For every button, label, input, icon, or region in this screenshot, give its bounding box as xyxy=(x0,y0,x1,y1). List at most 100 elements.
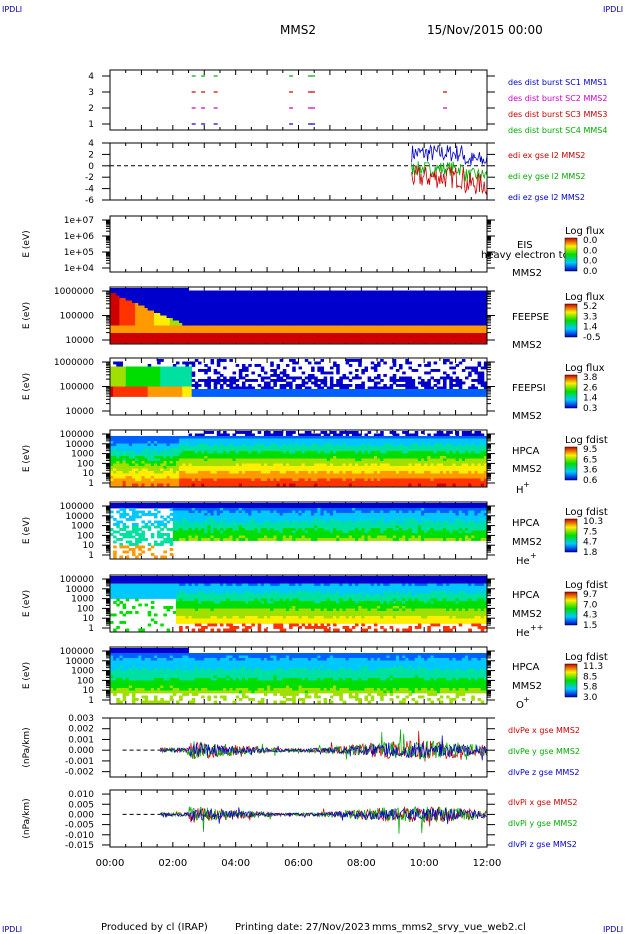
spectrogram-cell xyxy=(248,323,252,326)
spectrogram-cell xyxy=(449,328,453,331)
spectrogram-cell xyxy=(292,290,296,294)
spectrogram-cell xyxy=(188,320,193,324)
spectrogram-cell xyxy=(461,315,466,319)
spectrogram-cell xyxy=(342,293,347,296)
spectrogram-cell xyxy=(223,325,227,329)
spectrogram-cell xyxy=(455,293,460,296)
spectrogram-cell xyxy=(458,318,463,321)
spectrogram-cell xyxy=(119,463,123,467)
spectrogram-cell xyxy=(436,391,441,395)
spectrogram-cell xyxy=(144,318,149,321)
spectrogram-cell xyxy=(122,293,127,296)
spectrogram-cell xyxy=(452,323,456,326)
spectrogram-cell xyxy=(386,389,391,392)
spectrogram-cell xyxy=(358,376,362,380)
spectrogram-cell xyxy=(122,438,127,442)
spectrogram-cell xyxy=(326,293,331,296)
spectrogram-cell xyxy=(320,318,325,321)
spectrogram-cell xyxy=(213,463,218,467)
spectrogram-cell xyxy=(197,483,202,487)
spectrogram-cell xyxy=(370,313,375,316)
spectrogram-cell xyxy=(113,451,117,454)
spectrogram-cell xyxy=(197,438,202,442)
spectrogram-cell xyxy=(191,293,196,296)
spectrogram-cell xyxy=(471,293,475,296)
spectrogram-cell xyxy=(213,320,218,324)
spectrogram-cell xyxy=(191,300,196,304)
spectrogram-cell xyxy=(185,438,189,442)
spectrogram-cell xyxy=(257,340,262,344)
spectrogram-cell xyxy=(342,384,347,387)
spectrogram-cell xyxy=(326,313,331,316)
spectrogram-cell xyxy=(191,483,196,487)
spectrogram-cell xyxy=(185,300,189,304)
spectrogram-cell xyxy=(219,446,224,449)
spectrogram-cell xyxy=(414,328,419,331)
spectrogram-cell xyxy=(150,446,155,449)
spectrogram-cell xyxy=(370,386,375,390)
spectrogram-cell xyxy=(201,461,205,464)
spectrogram-cell xyxy=(326,333,331,336)
spectrogram-cell xyxy=(147,288,152,291)
spectrogram-cell xyxy=(245,340,249,344)
spectrogram-cell xyxy=(157,438,161,442)
spectrogram-cell xyxy=(443,333,447,336)
spectrogram-cell xyxy=(188,441,193,444)
spectrogram-cell xyxy=(411,381,416,385)
spectrogram-cell xyxy=(213,471,218,474)
spectrogram-cell xyxy=(468,394,472,397)
spectrogram-cell xyxy=(317,290,321,294)
spectrogram-cell xyxy=(110,448,114,452)
spectrogram-cell xyxy=(276,364,281,367)
spectrogram-cell xyxy=(188,384,193,387)
spectrogram-cell xyxy=(263,300,268,304)
spectrogram-cell xyxy=(150,468,155,472)
spectrogram-cell xyxy=(273,295,277,299)
spectrogram-cell xyxy=(417,320,422,324)
spectrogram-cell xyxy=(235,463,240,467)
spectrogram-cell xyxy=(185,391,189,395)
spectrogram-cell xyxy=(355,315,359,319)
spectrogram-cell xyxy=(223,394,227,397)
spectrogram-cell xyxy=(201,293,205,296)
spectrogram-cell xyxy=(414,330,419,334)
spectrogram-cell xyxy=(392,320,397,324)
spectrogram-cell xyxy=(414,320,419,324)
spectrogram-cell xyxy=(191,441,196,444)
spectrogram-cell xyxy=(289,290,293,294)
spectrogram-cell xyxy=(191,333,196,336)
spectrogram-cell xyxy=(172,384,177,387)
spectrogram-cell xyxy=(295,328,299,331)
spectrogram-cell xyxy=(411,313,416,316)
spectrogram-cell xyxy=(414,369,419,372)
spectrogram-cell xyxy=(285,300,290,304)
spectrogram-cell xyxy=(443,338,447,341)
spectrogram-cell xyxy=(399,303,403,306)
spectrogram-cell xyxy=(455,318,460,321)
spectrogram-cell xyxy=(351,338,356,341)
spectrogram-cell xyxy=(166,333,171,336)
spectrogram-cell xyxy=(392,318,397,321)
spectrogram-cell xyxy=(128,310,133,314)
spectrogram-cell xyxy=(455,364,460,367)
spectrogram-cell xyxy=(245,325,249,329)
spectrogram-cell xyxy=(116,315,120,319)
spectrogram-cell xyxy=(194,305,199,309)
spectrogram-cell xyxy=(439,338,444,341)
spectrogram-cell xyxy=(191,438,196,442)
spectrogram-cell xyxy=(135,381,139,385)
spectrogram-cell xyxy=(377,320,381,324)
spectrogram-cell xyxy=(119,293,123,296)
spectrogram-cell xyxy=(204,461,208,464)
y-tick-label: 1e+04 xyxy=(64,264,95,274)
spectrogram-cell xyxy=(223,323,227,326)
spectrogram-cell xyxy=(329,323,334,326)
spectrogram-cell xyxy=(125,394,130,397)
spectrogram-cell xyxy=(279,359,284,362)
spectrogram-cell xyxy=(144,366,149,370)
spectrogram-cell xyxy=(358,361,362,365)
spectrogram-cell xyxy=(113,483,117,487)
spectrogram-cell xyxy=(389,315,394,319)
spectrogram-cell xyxy=(160,456,164,459)
spectrogram-cell xyxy=(128,468,133,472)
